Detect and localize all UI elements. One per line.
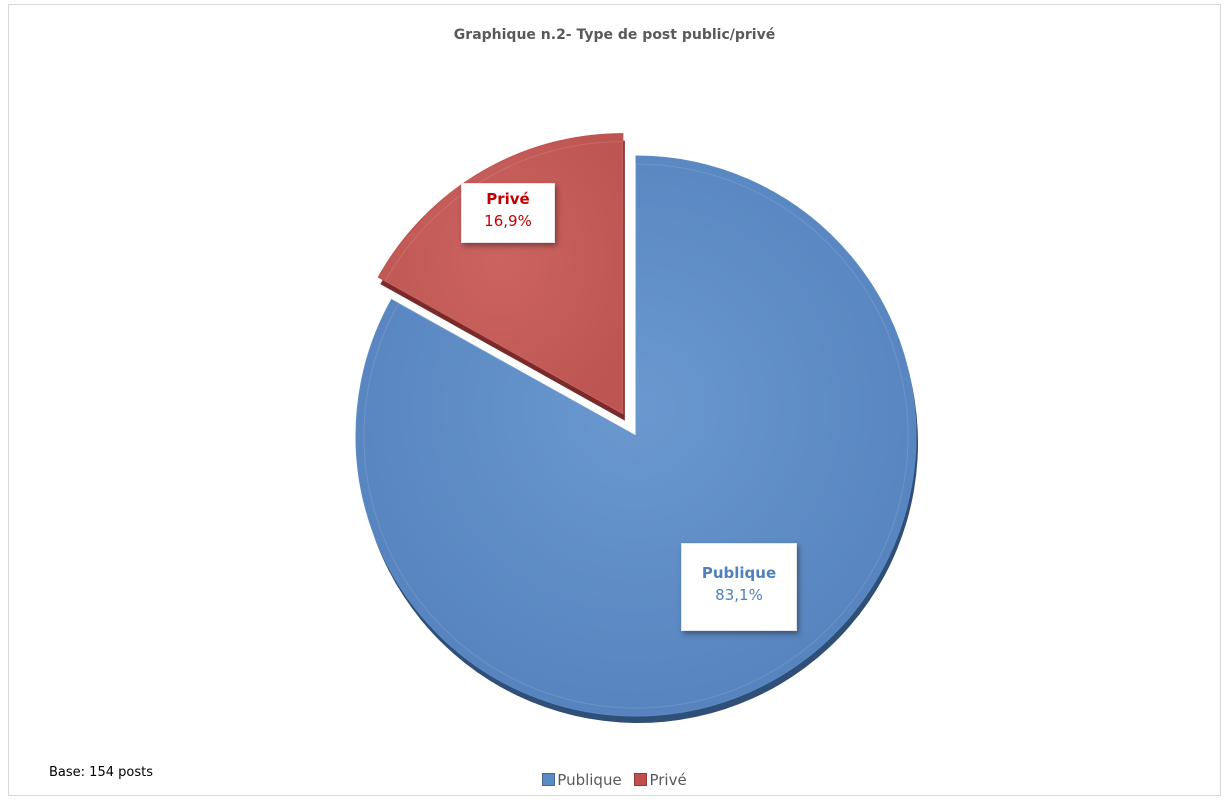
pie-slice-rim-publique [363,163,909,709]
data-label-publique: Publique 83,1% [681,543,797,631]
data-label-prive: Privé 16,9% [461,183,555,243]
pie-slice-rim-prive [384,141,624,415]
pie-chart [355,133,918,723]
data-label-prive-name: Privé [486,190,530,208]
legend-swatch-publique [542,773,556,786]
pie-slice-prive [377,133,624,415]
data-label-publique-value: 83,1% [715,586,763,604]
legend-label-prive: Privé [649,771,687,789]
chart-frame: Graphique n.2- Type de post public/privé… [8,4,1221,796]
data-label-prive-value: 16,9% [484,212,532,230]
data-label-publique-name: Publique [701,564,777,582]
chart-title: Graphique n.2- Type de post public/privé [453,27,776,43]
legend-item-publique: Publique [542,771,622,789]
legend: Publique Privé [9,771,1220,789]
base-note: Base: 154 posts [49,765,153,780]
legend-swatch-prive [634,773,648,786]
legend-label-publique: Publique [557,771,622,789]
legend-item-prive: Privé [634,771,687,789]
